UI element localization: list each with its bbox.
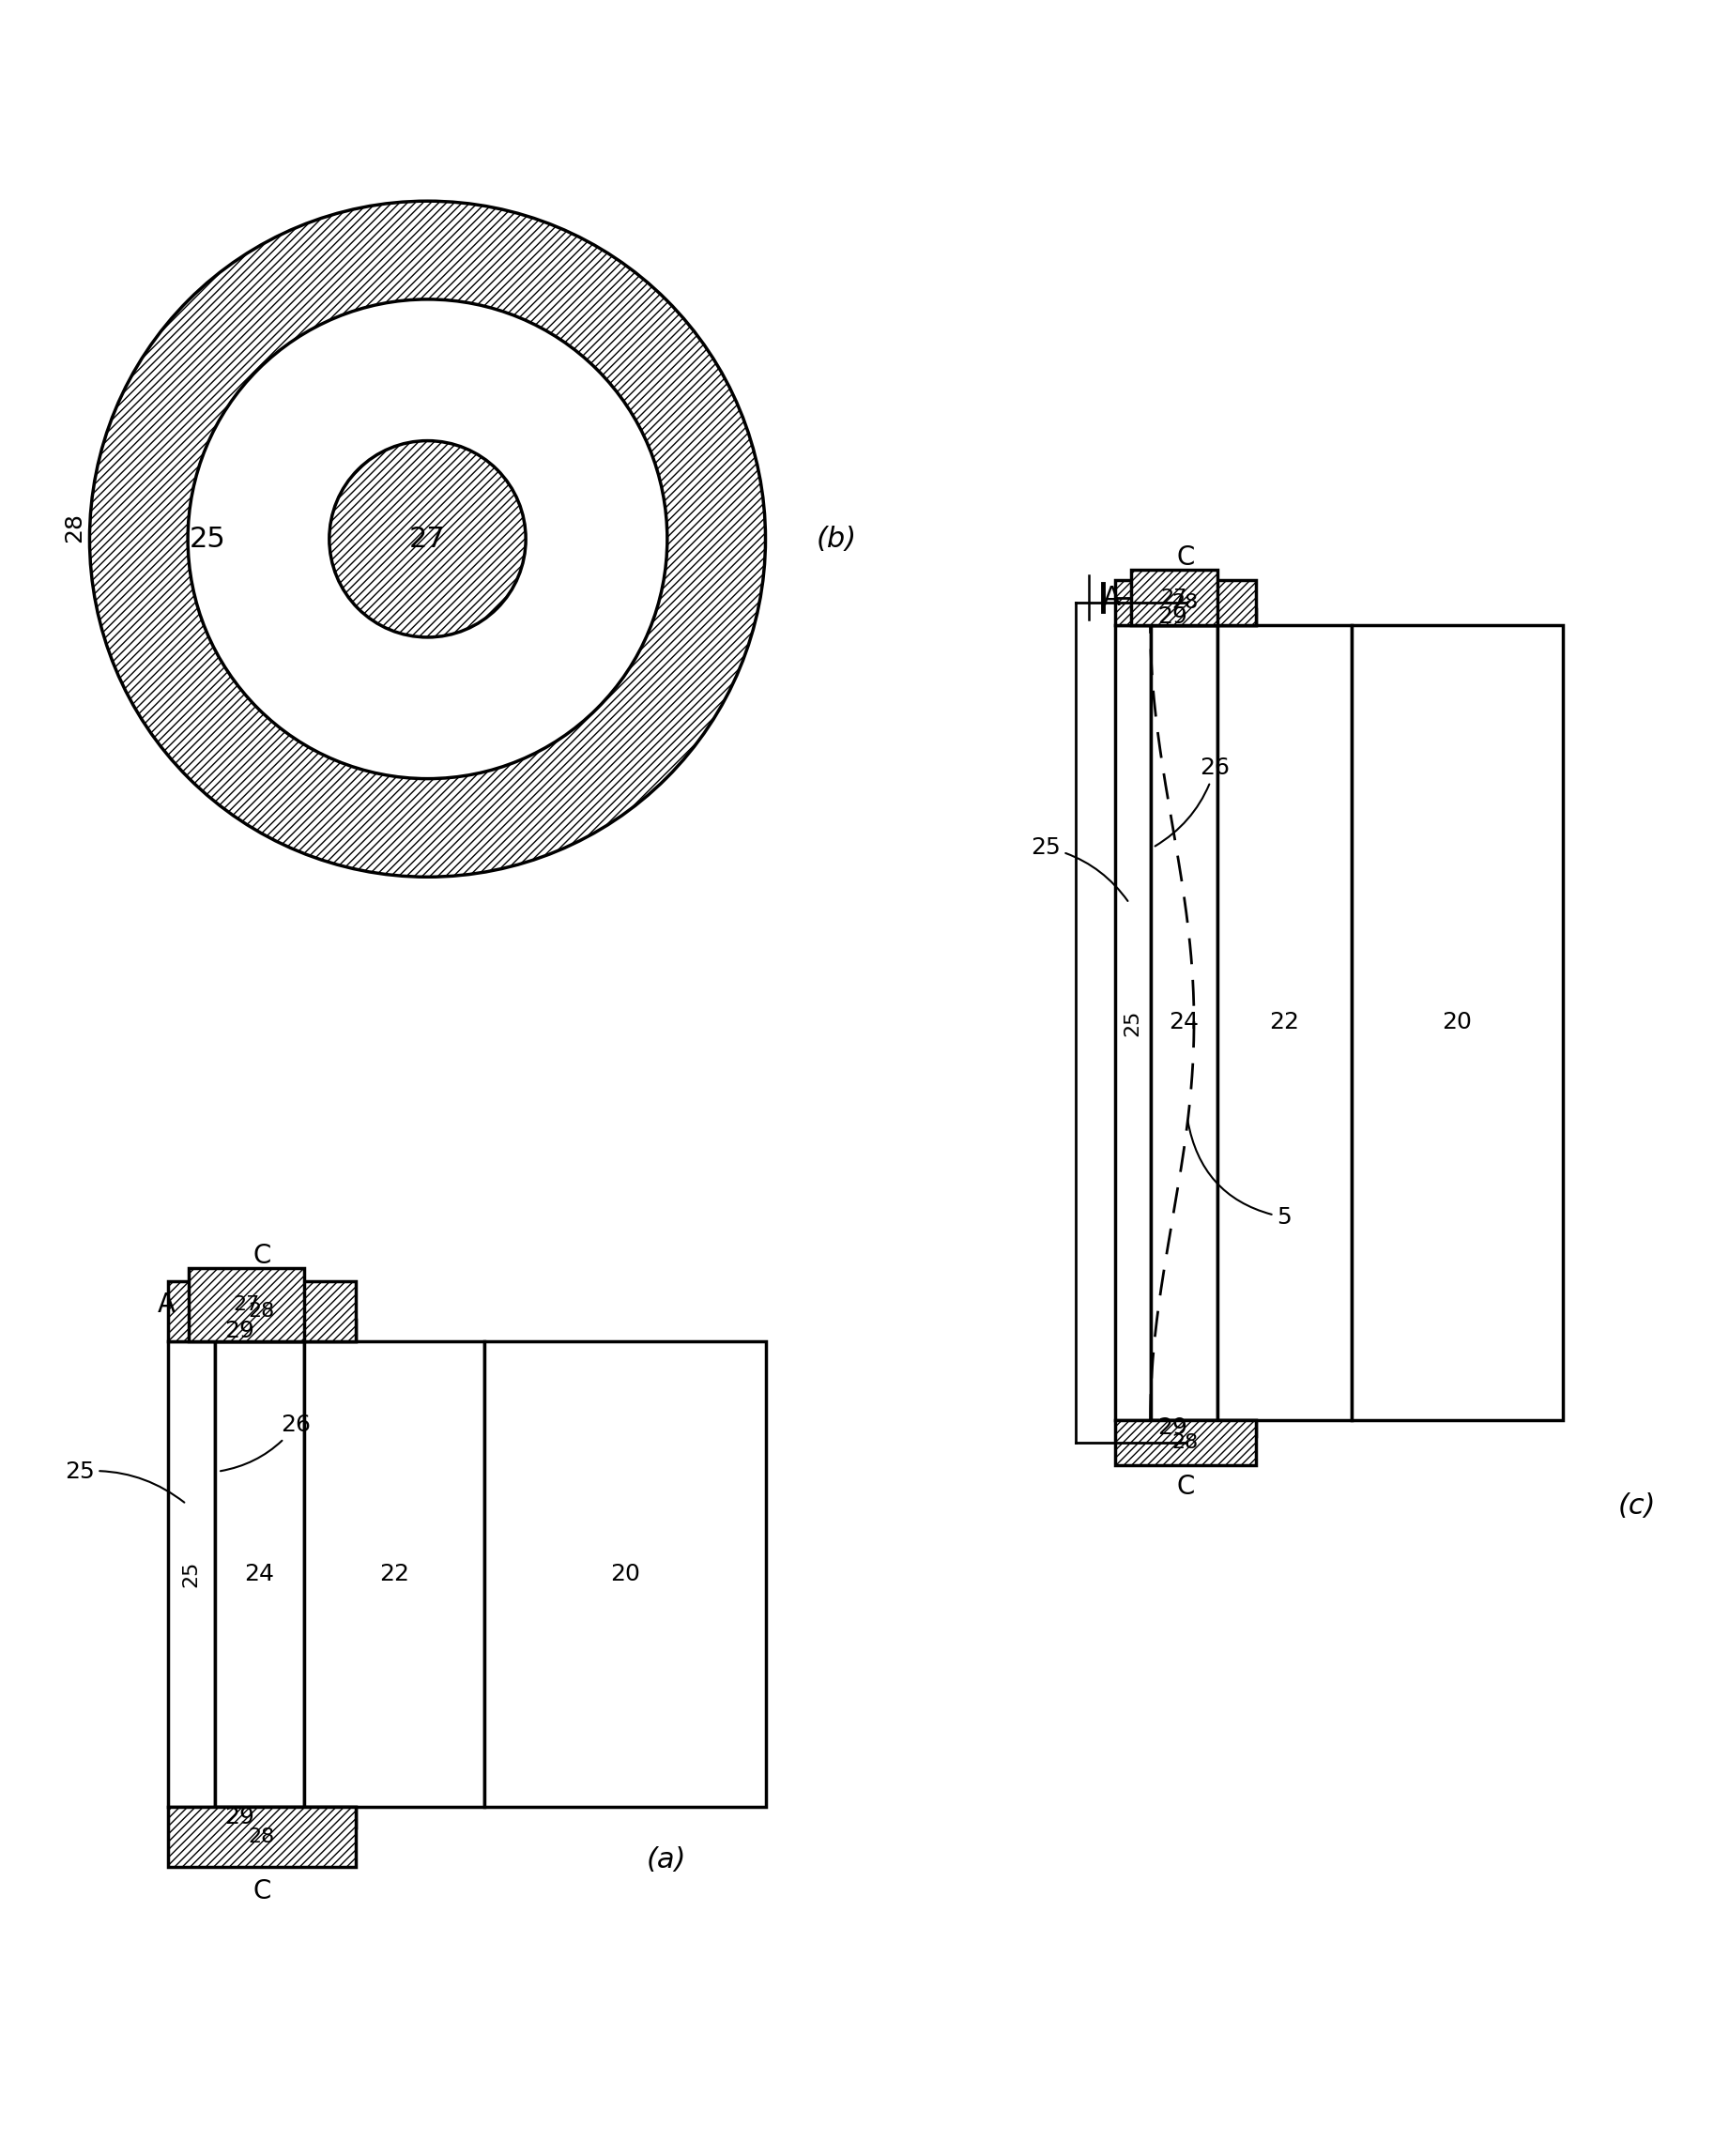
Bar bbox=[214, 1807, 356, 1828]
Bar bbox=[1150, 1421, 1255, 1436]
Text: 27: 27 bbox=[410, 526, 446, 552]
Bar bbox=[1217, 625, 1352, 1421]
Text: 22: 22 bbox=[379, 1563, 410, 1585]
Text: 20: 20 bbox=[610, 1563, 640, 1585]
Text: 28: 28 bbox=[62, 513, 85, 541]
Text: 28: 28 bbox=[1172, 1434, 1198, 1451]
Text: A: A bbox=[157, 1291, 175, 1317]
Text: 29: 29 bbox=[1158, 606, 1188, 627]
Text: 29: 29 bbox=[225, 1807, 254, 1828]
Text: 22: 22 bbox=[1269, 1011, 1300, 1033]
Circle shape bbox=[188, 300, 667, 778]
Text: C: C bbox=[252, 1244, 271, 1270]
Text: 20: 20 bbox=[1442, 1011, 1471, 1033]
Circle shape bbox=[329, 440, 526, 638]
Bar bbox=[214, 1341, 304, 1807]
Text: 28: 28 bbox=[249, 1302, 275, 1322]
Text: A: A bbox=[1103, 584, 1120, 610]
Bar bbox=[1115, 625, 1150, 1421]
Text: C: C bbox=[1176, 545, 1195, 571]
Text: 26: 26 bbox=[221, 1414, 311, 1470]
Bar bbox=[1131, 569, 1217, 625]
Text: 25: 25 bbox=[188, 526, 226, 552]
Text: 29: 29 bbox=[225, 1319, 254, 1341]
Text: 29: 29 bbox=[1158, 1416, 1188, 1440]
Text: 24: 24 bbox=[1169, 1011, 1198, 1033]
Text: 28: 28 bbox=[249, 1826, 275, 1846]
Bar bbox=[168, 1807, 356, 1867]
Text: C: C bbox=[252, 1878, 271, 1904]
Bar bbox=[188, 1268, 304, 1341]
Bar bbox=[1115, 1421, 1255, 1464]
Bar bbox=[214, 1319, 356, 1341]
Text: 25: 25 bbox=[1124, 1009, 1143, 1035]
Text: 28: 28 bbox=[1172, 593, 1198, 612]
Text: 26: 26 bbox=[1155, 757, 1229, 845]
Text: 27: 27 bbox=[1160, 589, 1188, 606]
Text: 5: 5 bbox=[1188, 1121, 1292, 1229]
Bar bbox=[1150, 608, 1255, 625]
Bar bbox=[168, 1341, 214, 1807]
Text: 25: 25 bbox=[1030, 837, 1127, 901]
Bar bbox=[484, 1341, 766, 1807]
Bar bbox=[304, 1341, 484, 1807]
Text: C: C bbox=[1176, 1475, 1195, 1501]
Text: 24: 24 bbox=[244, 1563, 275, 1585]
Bar bbox=[168, 1281, 356, 1341]
Text: 25: 25 bbox=[64, 1460, 185, 1503]
Bar bbox=[1150, 625, 1217, 1421]
Text: 27: 27 bbox=[233, 1296, 259, 1313]
Text: (c): (c) bbox=[1618, 1492, 1656, 1520]
Text: (a): (a) bbox=[647, 1846, 686, 1874]
Circle shape bbox=[90, 201, 766, 877]
Bar bbox=[1352, 625, 1563, 1421]
Bar bbox=[1115, 580, 1255, 625]
Text: (b): (b) bbox=[816, 526, 856, 552]
Text: 25: 25 bbox=[182, 1561, 201, 1587]
